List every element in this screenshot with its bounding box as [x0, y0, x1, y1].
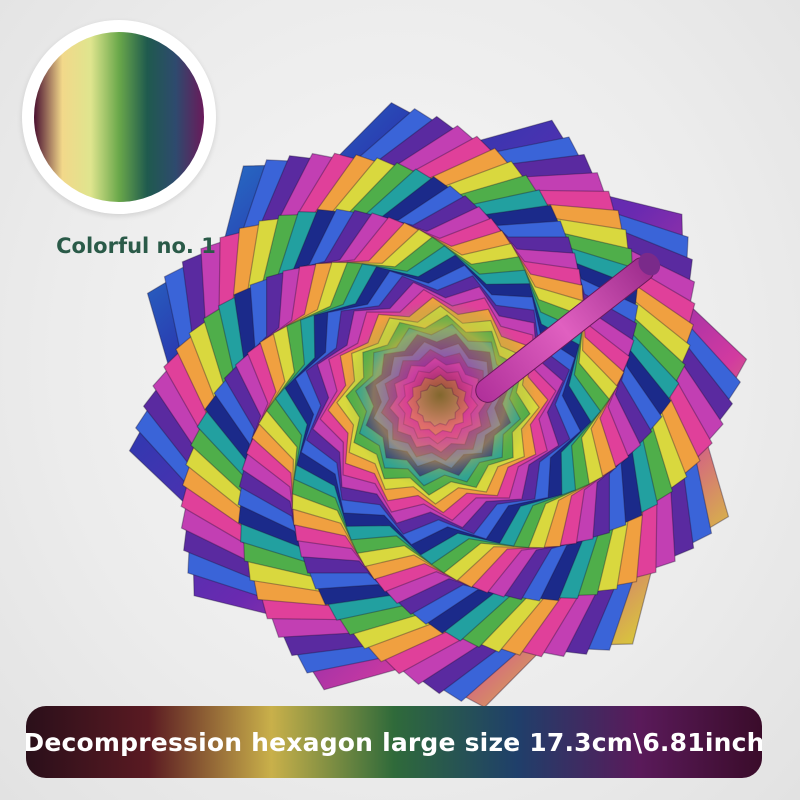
product-caption-banner: Decompression hexagon large size 17.3cm\… — [26, 706, 762, 778]
product-caption-text: Decompression hexagon large size 17.3cm\… — [26, 727, 762, 757]
color-swatch-gradient — [34, 32, 204, 202]
color-swatch — [22, 20, 216, 214]
color-name-label: Colorful no. 1 — [56, 234, 216, 258]
stick-handle — [475, 252, 661, 403]
spiral-core — [345, 300, 535, 490]
